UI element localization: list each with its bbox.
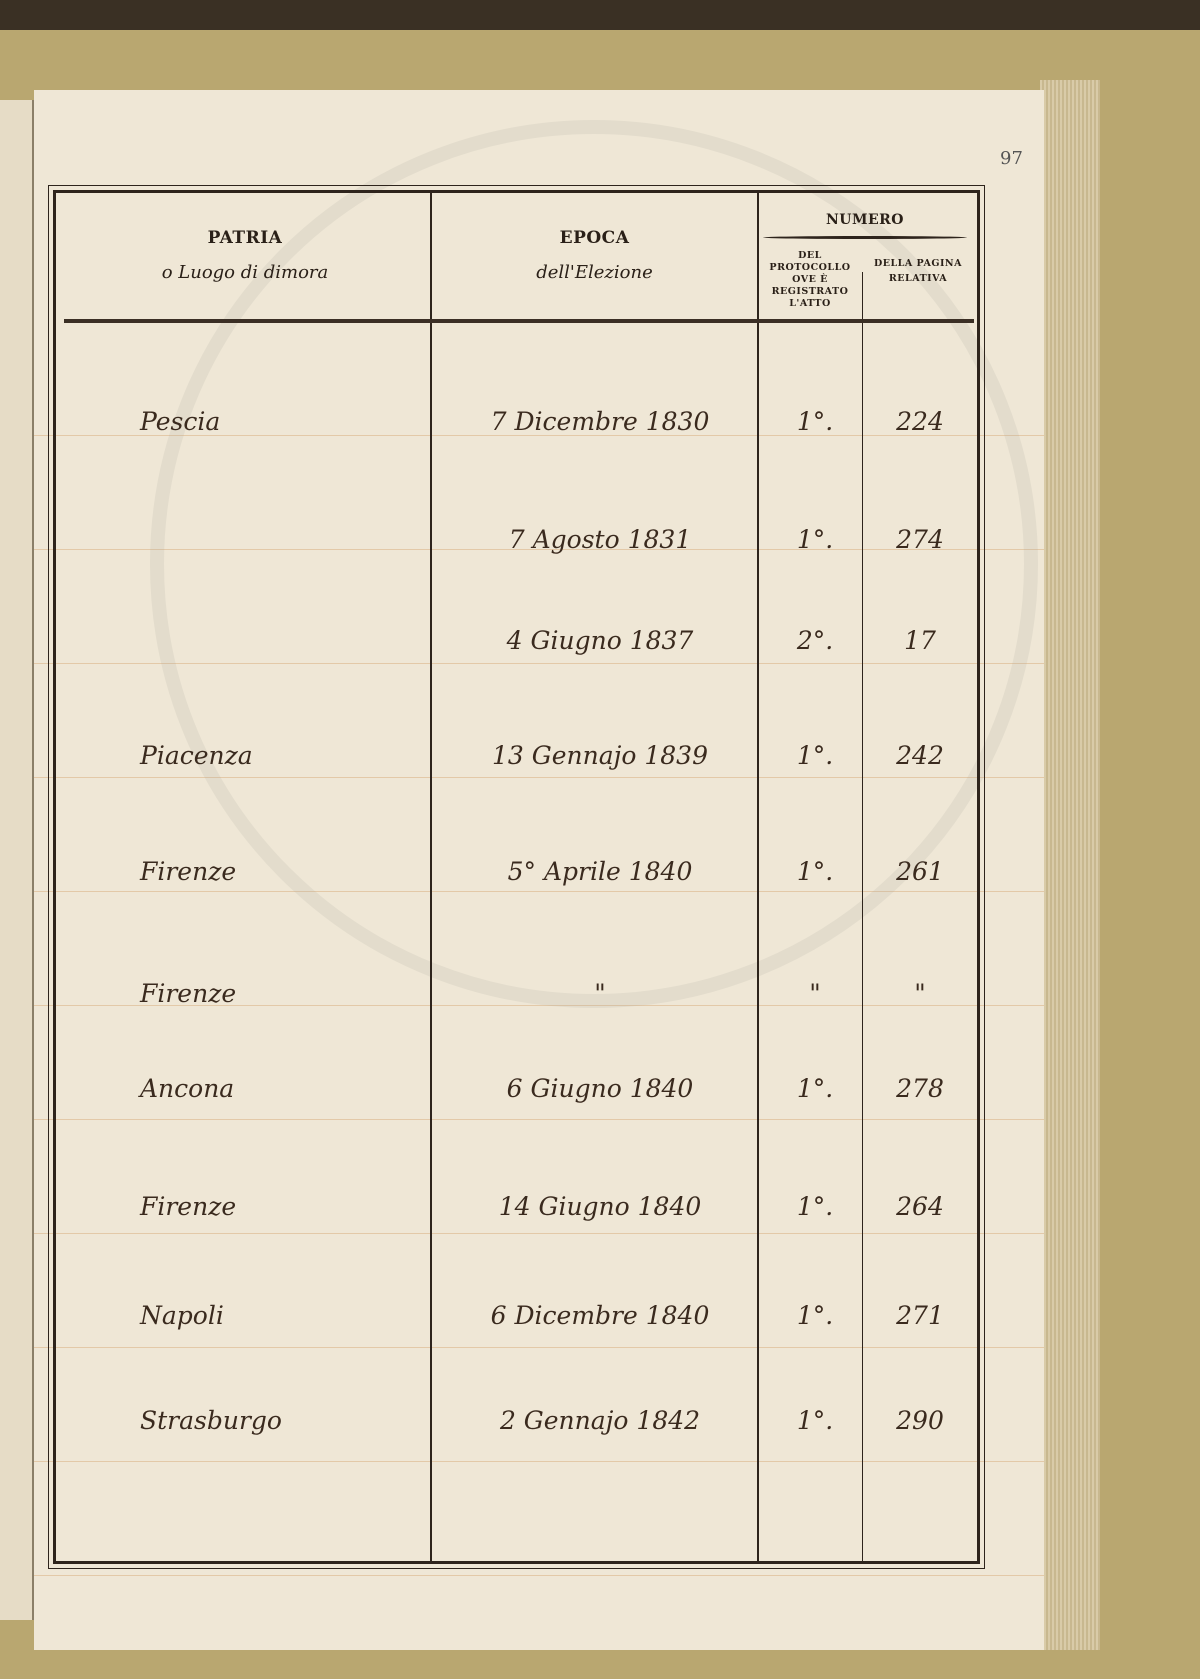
header-rule bbox=[64, 319, 974, 323]
cell-pagina: 264 bbox=[896, 1192, 944, 1221]
header-epoca-title: EPOCA bbox=[559, 228, 630, 248]
header-protocollo: DEL PROTOCOLLO OVE È REGISTRATO L'ATTO bbox=[769, 250, 851, 309]
header-epoca-subtitle: dell'Elezione bbox=[536, 262, 653, 283]
cell-epoca: 6 Dicembre 1840 bbox=[490, 1301, 710, 1330]
ruled-line bbox=[34, 1119, 1044, 1120]
column-divider bbox=[862, 272, 863, 1564]
page-edges bbox=[1040, 80, 1100, 1650]
cell-pagina: 17 bbox=[904, 626, 936, 655]
cell-protocollo: 1°. bbox=[796, 525, 834, 554]
cell-pagina: 224 bbox=[896, 407, 944, 436]
cell-epoca: 5° Aprile 1840 bbox=[507, 857, 693, 886]
header-patria: PATRIA o Luogo di dimora bbox=[60, 228, 430, 283]
cell-patria: Firenze bbox=[140, 857, 237, 886]
left-page-edge bbox=[0, 100, 34, 1620]
cell-protocollo: 1°. bbox=[796, 1074, 834, 1103]
header-numero: NUMERO bbox=[759, 212, 971, 239]
cell-epoca: 4 Giugno 1837 bbox=[506, 626, 694, 655]
cell-epoca: 6 Giugno 1840 bbox=[506, 1074, 694, 1103]
ruled-line bbox=[34, 1005, 1044, 1006]
header-numero-title: NUMERO bbox=[825, 212, 904, 228]
cell-protocollo: 1°. bbox=[796, 741, 834, 770]
cell-pagina: 274 bbox=[896, 525, 944, 554]
cell-protocollo: 2°. bbox=[796, 626, 834, 655]
cell-pagina: 261 bbox=[896, 857, 944, 886]
cell-protocollo: 1°. bbox=[796, 857, 834, 886]
page-number: 97 bbox=[1000, 148, 1023, 169]
brace-rule bbox=[763, 236, 967, 239]
cell-patria: Strasburgo bbox=[140, 1406, 282, 1435]
cell-epoca: 13 Gennajo 1839 bbox=[491, 741, 708, 770]
header-epoca: EPOCA dell'Elezione bbox=[432, 228, 757, 283]
cell-epoca: 14 Giugno 1840 bbox=[498, 1192, 702, 1221]
header-pagina: DELLA PAGINA RELATIVA bbox=[874, 258, 962, 284]
cell-patria: Firenze bbox=[140, 1192, 237, 1221]
cell-patria: Ancona bbox=[140, 1074, 235, 1103]
cell-protocollo: 1°. bbox=[796, 407, 834, 436]
cell-patria: Pescia bbox=[140, 407, 221, 436]
cell-epoca: " bbox=[594, 979, 606, 1008]
cell-pagina: 278 bbox=[896, 1074, 944, 1103]
cell-epoca: 7 Dicembre 1830 bbox=[490, 407, 710, 436]
cell-protocollo: " bbox=[809, 979, 821, 1008]
ruled-line bbox=[34, 1575, 1044, 1576]
cell-epoca: 7 Agosto 1831 bbox=[508, 525, 692, 554]
cell-pagina: 290 bbox=[896, 1406, 944, 1435]
column-divider bbox=[430, 190, 432, 1564]
cell-protocollo: 1°. bbox=[796, 1192, 834, 1221]
cell-patria: Firenze bbox=[140, 979, 237, 1008]
header-patria-subtitle: o Luogo di dimora bbox=[161, 262, 329, 283]
cell-pagina: " bbox=[914, 979, 926, 1008]
ledger-table bbox=[48, 185, 985, 1569]
cell-pagina: 271 bbox=[896, 1301, 944, 1330]
cell-epoca: 2 Gennajo 1842 bbox=[499, 1406, 701, 1435]
cell-patria: Napoli bbox=[140, 1301, 224, 1330]
cell-patria: Piacenza bbox=[140, 741, 253, 770]
cell-protocollo: 1°. bbox=[796, 1301, 834, 1330]
cell-protocollo: 1°. bbox=[796, 1406, 834, 1435]
header-patria-title: PATRIA bbox=[207, 228, 283, 248]
ruled-line bbox=[34, 1347, 1044, 1348]
ruled-line bbox=[34, 1461, 1044, 1462]
ruled-line bbox=[34, 1233, 1044, 1234]
column-divider bbox=[757, 190, 759, 1564]
cell-pagina: 242 bbox=[896, 741, 944, 770]
